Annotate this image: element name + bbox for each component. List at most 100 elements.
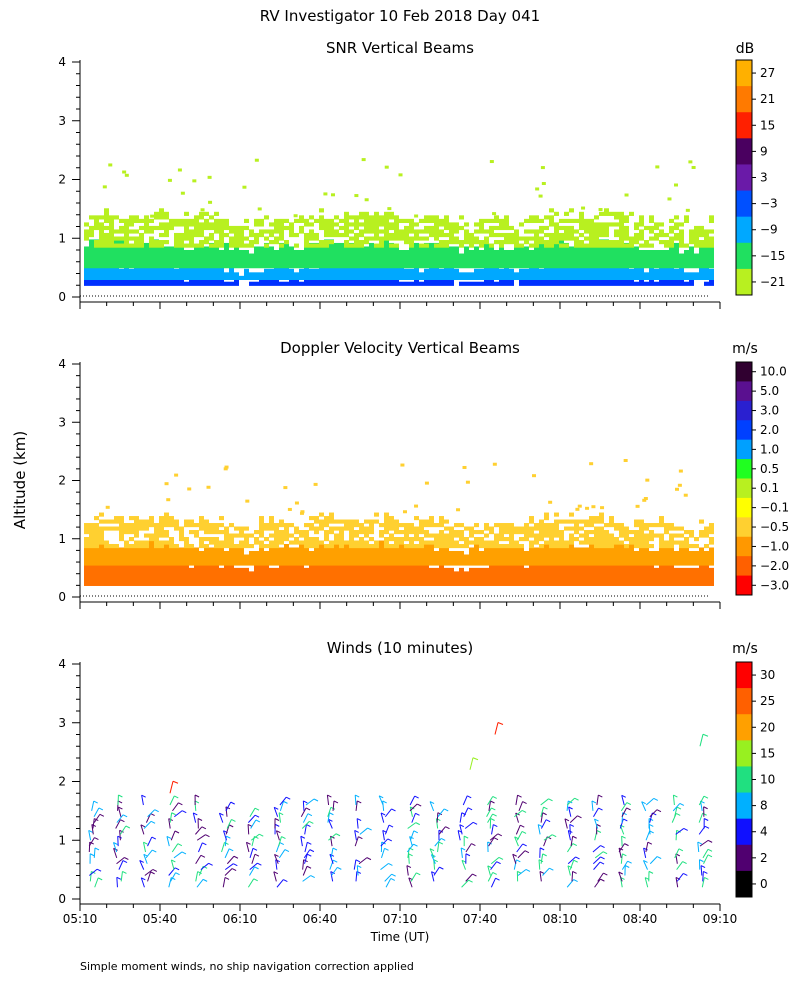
heatmap-cell [354, 523, 359, 528]
heatmap-cell [559, 547, 564, 552]
heatmap-cell [114, 257, 119, 262]
heatmap-cell [324, 253, 329, 258]
heatmap-cell [524, 571, 529, 576]
heatmap-cell [319, 225, 324, 231]
heatmap-cell [294, 253, 299, 258]
heatmap-cell [424, 519, 429, 524]
heatmap-cell [384, 260, 389, 265]
heatmap-cell [434, 236, 439, 241]
heatmap-cell [109, 561, 114, 566]
heatmap-cell [544, 243, 549, 248]
heatmap-cell [154, 581, 159, 586]
heatmap-cell [334, 253, 339, 258]
heatmap-cell [99, 236, 104, 241]
heatmap-cell [214, 581, 219, 586]
heatmap-cell [94, 275, 99, 281]
heatmap-cell [119, 567, 124, 572]
heatmap-cell [89, 268, 94, 273]
heatmap-cell [634, 232, 639, 238]
heatmap-cell [674, 260, 679, 265]
heatmap-cell [174, 567, 179, 572]
heatmap-cell [109, 554, 114, 559]
heatmap-cell [94, 554, 99, 559]
heatmap-cell [434, 257, 439, 262]
heatmap-cell [699, 260, 704, 265]
heatmap-cell [199, 519, 204, 524]
heatmap-cell [269, 581, 274, 586]
heatmap-cell [569, 253, 574, 258]
heatmap-cell [589, 574, 594, 579]
heatmap-cell [279, 530, 284, 535]
heatmap-cell [169, 571, 174, 576]
heatmap-cell [444, 222, 449, 227]
heatmap-cell [529, 243, 534, 248]
heatmap-cell [409, 571, 414, 576]
heatmap-cell [184, 250, 189, 255]
heatmap-cell [449, 229, 454, 234]
heatmap-cell [434, 218, 439, 224]
heatmap-cell [139, 581, 144, 586]
heatmap-cell [364, 264, 369, 269]
heatmap-cell [259, 229, 264, 234]
heatmap-cell [154, 547, 159, 552]
heatmap-cell [644, 253, 649, 258]
wind-barb [89, 871, 92, 882]
heatmap-cell [519, 278, 524, 283]
heatmap-cell [679, 581, 684, 586]
colorbar-swatch [736, 242, 752, 270]
wind-barb [302, 859, 305, 870]
heatmap-cell [89, 550, 94, 556]
heatmap-cell [249, 571, 254, 576]
heatmap-cell [319, 278, 324, 283]
heatmap-cell [269, 571, 274, 576]
heatmap-cell [634, 564, 639, 569]
heatmap-cell [494, 260, 499, 265]
heatmap-cell [209, 554, 214, 559]
heatmap-cell [164, 550, 169, 556]
heatmap-cell [664, 523, 669, 528]
heatmap-cell [474, 260, 479, 265]
heatmap-cell [274, 268, 279, 273]
colorbar-label: 27 [760, 66, 775, 80]
heatmap-cell [254, 561, 259, 566]
heatmap-cell [574, 243, 579, 248]
wind-barb [327, 812, 330, 823]
heatmap-cell [585, 506, 590, 510]
heatmap-cell [424, 550, 429, 556]
heatmap-cell [314, 257, 319, 262]
heatmap-cell [424, 533, 429, 538]
wind-barb [196, 879, 204, 888]
heatmap-cell [159, 533, 164, 538]
heatmap-cell [124, 232, 129, 238]
heatmap-cell [539, 264, 544, 269]
wind-barb-flag [252, 847, 258, 851]
heatmap-cell [609, 278, 614, 283]
wind-barb-flag [171, 877, 176, 881]
heatmap-cell [409, 581, 414, 586]
heatmap-cell [549, 554, 554, 559]
heatmap-cell [199, 250, 204, 255]
heatmap-cell [534, 250, 539, 255]
heatmap-cell [469, 533, 474, 538]
heatmap-cell [259, 557, 264, 563]
heatmap-cell [209, 250, 214, 255]
heatmap-cell [99, 222, 104, 227]
heatmap-cell [544, 526, 549, 531]
heatmap-cell [539, 272, 544, 277]
heatmap-cell [167, 178, 172, 182]
heatmap-cell [314, 264, 319, 269]
heatmap-cell [559, 581, 564, 586]
heatmap-cell [514, 550, 519, 556]
heatmap-cell [614, 222, 619, 227]
heatmap-cell [544, 561, 549, 566]
heatmap-cell [254, 564, 259, 569]
heatmap-cell [169, 581, 174, 586]
heatmap-cell [509, 571, 514, 576]
heatmap-cell [284, 530, 289, 535]
heatmap-cell [559, 557, 564, 563]
heatmap-cell [379, 236, 384, 241]
heatmap-cell [549, 526, 554, 531]
heatmap-cell [499, 574, 504, 579]
heatmap-cell [89, 543, 94, 549]
heatmap-cell [529, 557, 534, 563]
